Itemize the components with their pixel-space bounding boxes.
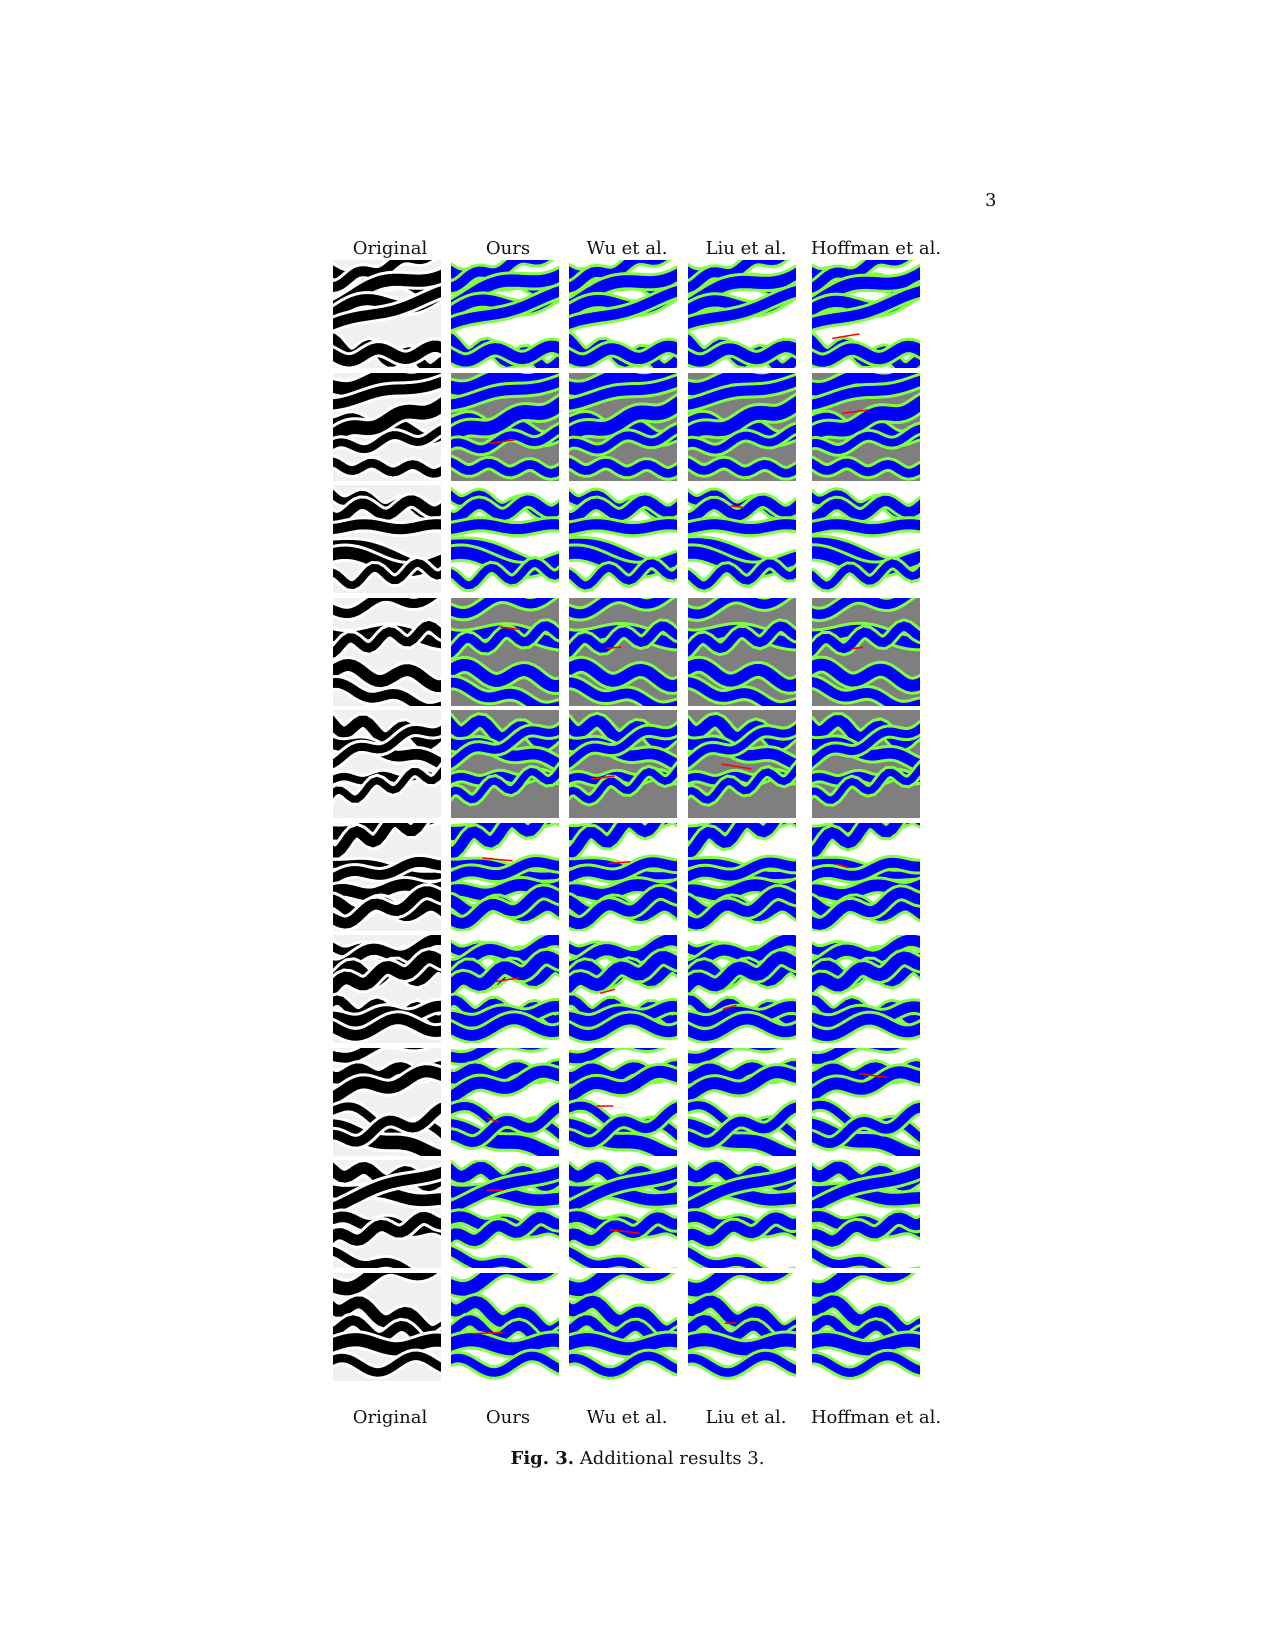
tile-row-5-hoffman bbox=[812, 710, 920, 818]
tile-row-6-liu bbox=[688, 822, 796, 931]
tile-row-8-original bbox=[333, 1047, 441, 1156]
tile-row-4-ours bbox=[451, 597, 559, 706]
column-header-liu: Liu et al. bbox=[705, 238, 787, 259]
tile-row-4-hoffman bbox=[812, 597, 920, 706]
tile-row-1-original bbox=[333, 260, 441, 368]
tile-row-9-wu bbox=[569, 1160, 677, 1268]
tile-row-8-wu bbox=[569, 1047, 677, 1156]
column-footer-original: Original bbox=[352, 1407, 428, 1428]
tile-row-8-liu bbox=[688, 1047, 796, 1156]
tile-row-6-wu bbox=[569, 822, 677, 931]
tile-row-2-wu bbox=[569, 372, 677, 481]
tile-row-9-ours bbox=[451, 1160, 559, 1268]
column-header-original: Original bbox=[352, 238, 428, 259]
tile-row-3-wu bbox=[569, 485, 677, 593]
tile-row-9-hoffman bbox=[812, 1160, 920, 1268]
column-footer-wu: Wu et al. bbox=[586, 1407, 668, 1428]
tile-row-6-original bbox=[333, 822, 441, 931]
tile-row-10-liu bbox=[688, 1272, 796, 1381]
column-header-wu: Wu et al. bbox=[586, 238, 668, 259]
tile-row-4-original bbox=[333, 597, 441, 706]
tile-row-8-ours bbox=[451, 1047, 559, 1156]
tile-row-5-liu bbox=[688, 710, 796, 818]
tile-row-9-liu bbox=[688, 1160, 796, 1268]
column-footer-ours: Ours bbox=[485, 1407, 531, 1428]
tile-row-7-original bbox=[333, 935, 441, 1043]
tile-row-1-wu bbox=[569, 260, 677, 368]
caption-text: Additional results 3. bbox=[579, 1448, 765, 1469]
tile-row-3-original bbox=[333, 485, 441, 593]
tile-row-10-original bbox=[333, 1272, 441, 1381]
column-footer-hoffman: Hoffman et al. bbox=[810, 1407, 942, 1428]
tile-row-9-original bbox=[333, 1160, 441, 1268]
tile-row-2-original bbox=[333, 372, 441, 481]
tile-row-1-ours bbox=[451, 260, 559, 368]
column-footer-liu: Liu et al. bbox=[705, 1407, 787, 1428]
tile-row-3-ours bbox=[451, 485, 559, 593]
tile-row-10-wu bbox=[569, 1272, 677, 1381]
tile-row-2-liu bbox=[688, 372, 796, 481]
tile-row-8-hoffman bbox=[812, 1047, 920, 1156]
tile-row-4-liu bbox=[688, 597, 796, 706]
figure-caption: Fig. 3. Additional results 3. bbox=[0, 1448, 1275, 1469]
tile-row-1-hoffman bbox=[812, 260, 920, 368]
tile-row-7-wu bbox=[569, 935, 677, 1043]
tile-row-10-ours bbox=[451, 1272, 559, 1381]
tile-row-6-ours bbox=[451, 822, 559, 931]
caption-label: Fig. 3. bbox=[510, 1448, 575, 1469]
tile-row-5-wu bbox=[569, 710, 677, 818]
tile-row-2-ours bbox=[451, 372, 559, 481]
column-header-ours: Ours bbox=[485, 238, 531, 259]
tile-row-7-hoffman bbox=[812, 935, 920, 1043]
tile-row-3-liu bbox=[688, 485, 796, 593]
tile-row-3-hoffman bbox=[812, 485, 920, 593]
column-header-hoffman: Hoffman et al. bbox=[810, 238, 942, 259]
page-number: 3 bbox=[985, 190, 997, 211]
tile-row-4-wu bbox=[569, 597, 677, 706]
tile-row-6-hoffman bbox=[812, 822, 920, 931]
tile-row-7-ours bbox=[451, 935, 559, 1043]
tile-row-5-original bbox=[333, 710, 441, 818]
tile-row-5-ours bbox=[451, 710, 559, 818]
tile-row-2-hoffman bbox=[812, 372, 920, 481]
tile-row-1-liu bbox=[688, 260, 796, 368]
tile-row-10-hoffman bbox=[812, 1272, 920, 1381]
tile-row-7-liu bbox=[688, 935, 796, 1043]
